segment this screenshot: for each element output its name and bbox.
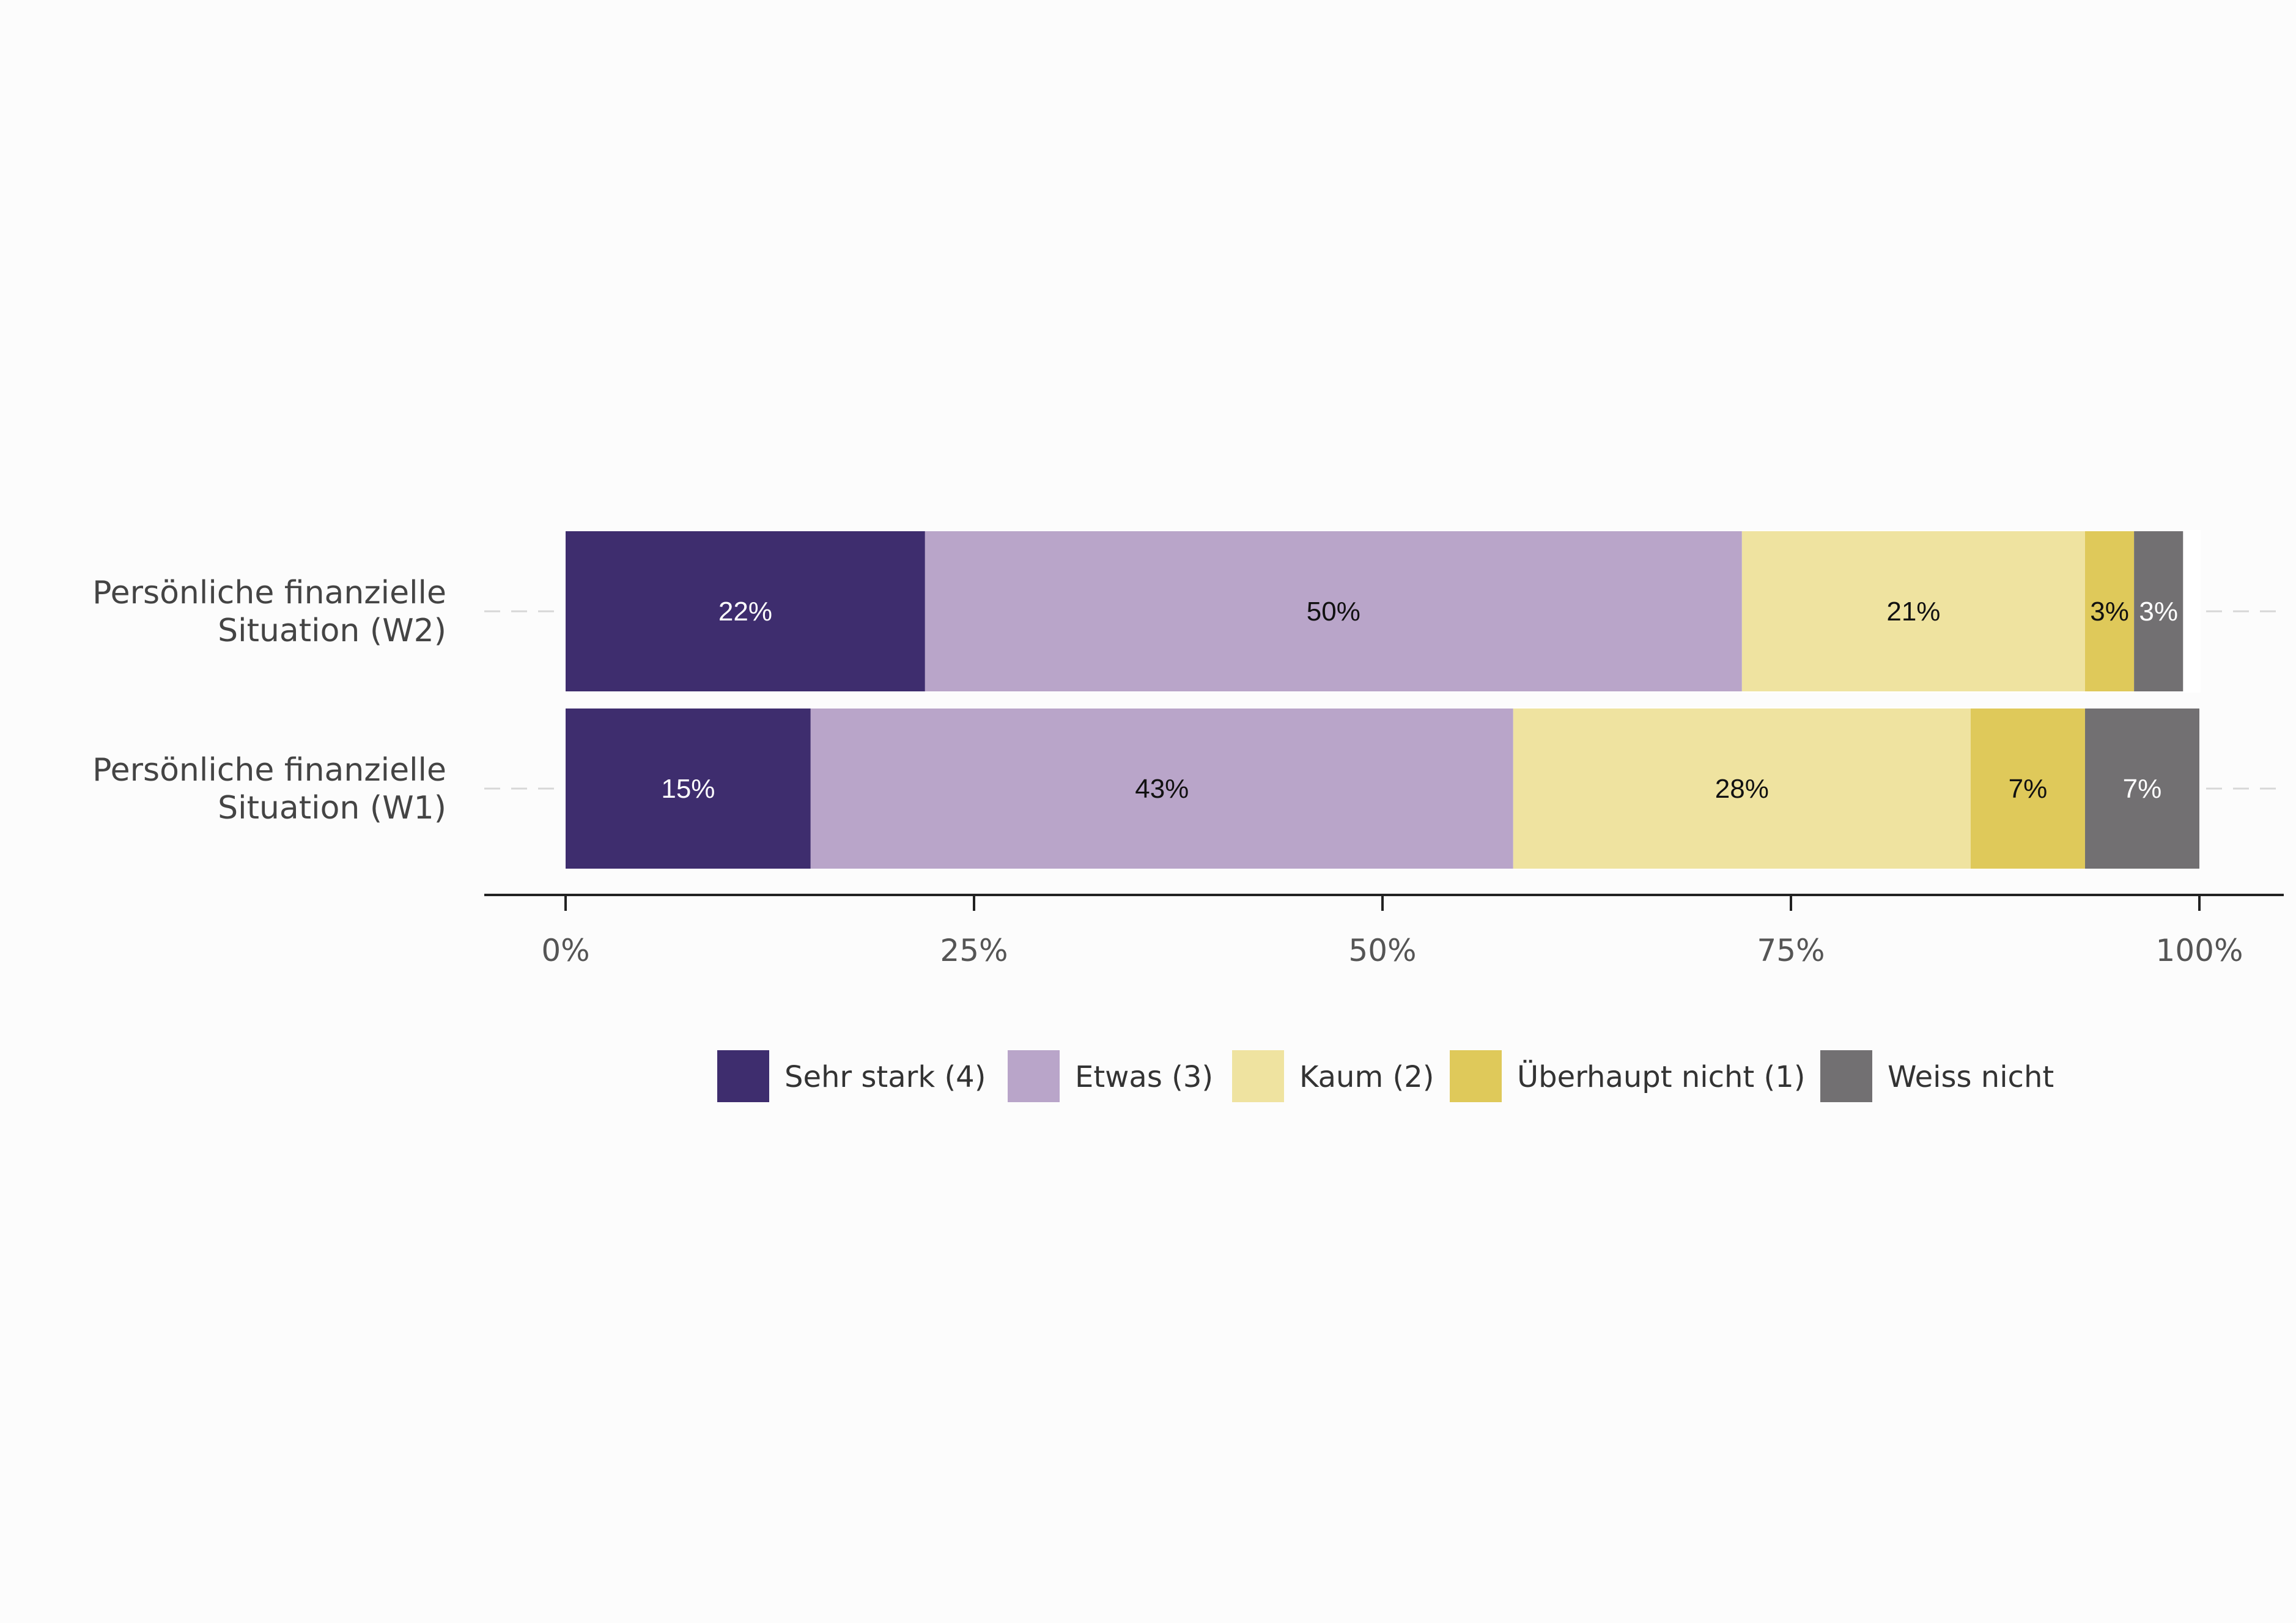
bar-segment: [2134, 531, 2183, 691]
bar-segment: [566, 531, 925, 691]
data-label: 28%: [1715, 774, 1769, 804]
bar-segment: [2084, 708, 2199, 869]
legend-swatch: [1008, 1050, 1060, 1102]
data-label: 7%: [2123, 774, 2162, 804]
bar-segment: [925, 531, 1742, 691]
category-label: Situation (W2): [218, 613, 446, 649]
legend-label: Etwas (3): [1075, 1060, 1213, 1094]
legend-swatch: [1450, 1050, 1502, 1102]
legend-swatch: [717, 1050, 769, 1102]
legend-label: Kaum (2): [1299, 1060, 1434, 1094]
bar-segment: [810, 708, 1513, 869]
bar-segment: [1970, 708, 2085, 869]
bar-segment: [1741, 531, 2085, 691]
category-label: Situation (W1): [218, 790, 446, 826]
bar-segments: [564, 530, 2201, 870]
segment-labels: 22% 50% 21% 3% 3% 15% 43% 28% 7% 7%: [661, 597, 2178, 804]
x-tick-label: 25%: [940, 933, 1008, 968]
bar-segment: [1513, 708, 1971, 869]
data-label: 50%: [1307, 597, 1360, 627]
data-label: 22%: [718, 597, 772, 627]
legend-swatch: [1820, 1050, 1872, 1102]
category-label: Persönliche finanzielle: [92, 752, 446, 789]
bar-segment: [2084, 531, 2135, 691]
data-label: 3%: [2090, 597, 2129, 627]
x-tick-label: 100%: [2156, 933, 2243, 968]
legend: Sehr stark (4) Etwas (3) Kaum (2) Überhaupt…: [717, 1050, 2054, 1102]
legend-label: Überhaupt nicht (1): [1517, 1060, 1805, 1094]
x-tick-label: 75%: [1757, 933, 1825, 968]
category-label: Persönliche finanzielle: [92, 575, 446, 611]
data-label: 7%: [2009, 774, 2048, 804]
data-label: 15%: [661, 774, 715, 804]
legend-label: Sehr stark (4): [784, 1060, 986, 1094]
bar-segment: [566, 708, 811, 869]
data-label: 3%: [2139, 597, 2178, 627]
legend-swatch: [1232, 1050, 1284, 1102]
x-axis: 0% 25% 50% 75% 100%: [484, 894, 2284, 968]
data-label: 21%: [1886, 597, 1940, 627]
data-label: 43%: [1135, 774, 1189, 804]
x-tick-label: 50%: [1348, 933, 1416, 968]
legend-label: Weiss nicht: [1888, 1060, 2054, 1094]
x-tick-label: 0%: [541, 933, 589, 968]
